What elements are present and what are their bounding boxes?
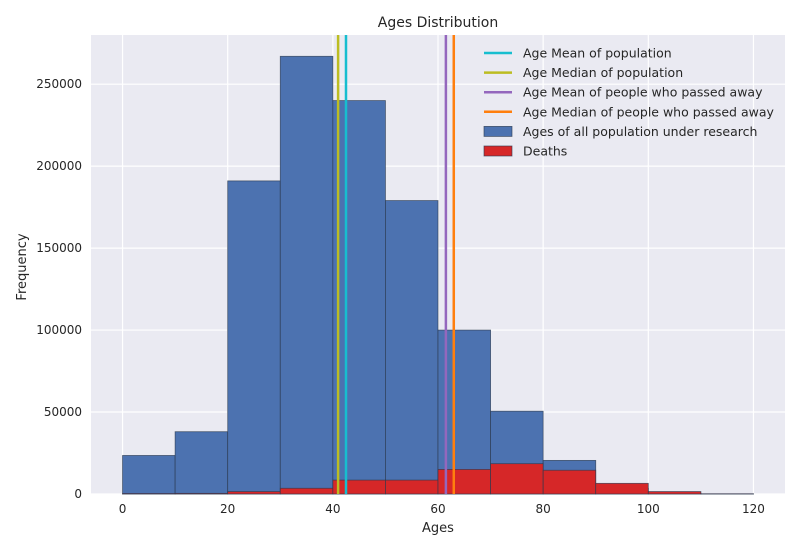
population-bar bbox=[333, 101, 386, 494]
chart-title: Ages Distribution bbox=[378, 15, 499, 31]
x-axis-label: Ages bbox=[422, 521, 454, 536]
y-tick-label: 0 bbox=[74, 487, 82, 501]
x-tick-label: 60 bbox=[430, 502, 445, 516]
deaths-bar bbox=[543, 470, 596, 494]
y-tick-label: 50000 bbox=[44, 405, 82, 419]
deaths-bar bbox=[596, 483, 649, 494]
x-tick-label: 80 bbox=[536, 502, 551, 516]
legend-patch-swatch bbox=[484, 126, 512, 136]
y-axis-label: Frequency bbox=[15, 233, 30, 300]
legend-label: Age Median of people who passed away bbox=[523, 104, 774, 119]
population-bar bbox=[280, 56, 333, 494]
y-tick-label: 200000 bbox=[36, 159, 82, 173]
legend-label: Age Mean of population bbox=[523, 46, 672, 61]
population-bar bbox=[175, 432, 228, 494]
legend-label: Age Mean of people who passed away bbox=[523, 85, 763, 100]
legend-label: Age Median of population bbox=[523, 65, 683, 80]
y-tick-label: 100000 bbox=[36, 323, 82, 337]
deaths-bar bbox=[491, 464, 544, 494]
deaths-bar bbox=[333, 480, 386, 494]
x-tick-label: 0 bbox=[119, 502, 127, 516]
population-bar bbox=[123, 455, 176, 494]
x-tick-label: 20 bbox=[220, 502, 235, 516]
x-tick-label: 120 bbox=[742, 502, 765, 516]
y-tick-label: 150000 bbox=[36, 241, 82, 255]
x-tick-label: 40 bbox=[325, 502, 340, 516]
deaths-bar bbox=[280, 488, 333, 494]
legend-label: Ages of all population under research bbox=[523, 124, 757, 139]
deaths-bar bbox=[175, 493, 228, 494]
deaths-bar bbox=[228, 492, 281, 494]
legend-patch-swatch bbox=[484, 146, 512, 156]
population-bar bbox=[385, 201, 438, 494]
legend-label: Deaths bbox=[523, 144, 567, 159]
deaths-bar bbox=[385, 480, 438, 494]
population-bar bbox=[228, 181, 281, 494]
deaths-bar bbox=[648, 492, 701, 494]
y-tick-label: 250000 bbox=[36, 77, 82, 91]
x-tick-label: 100 bbox=[637, 502, 660, 516]
